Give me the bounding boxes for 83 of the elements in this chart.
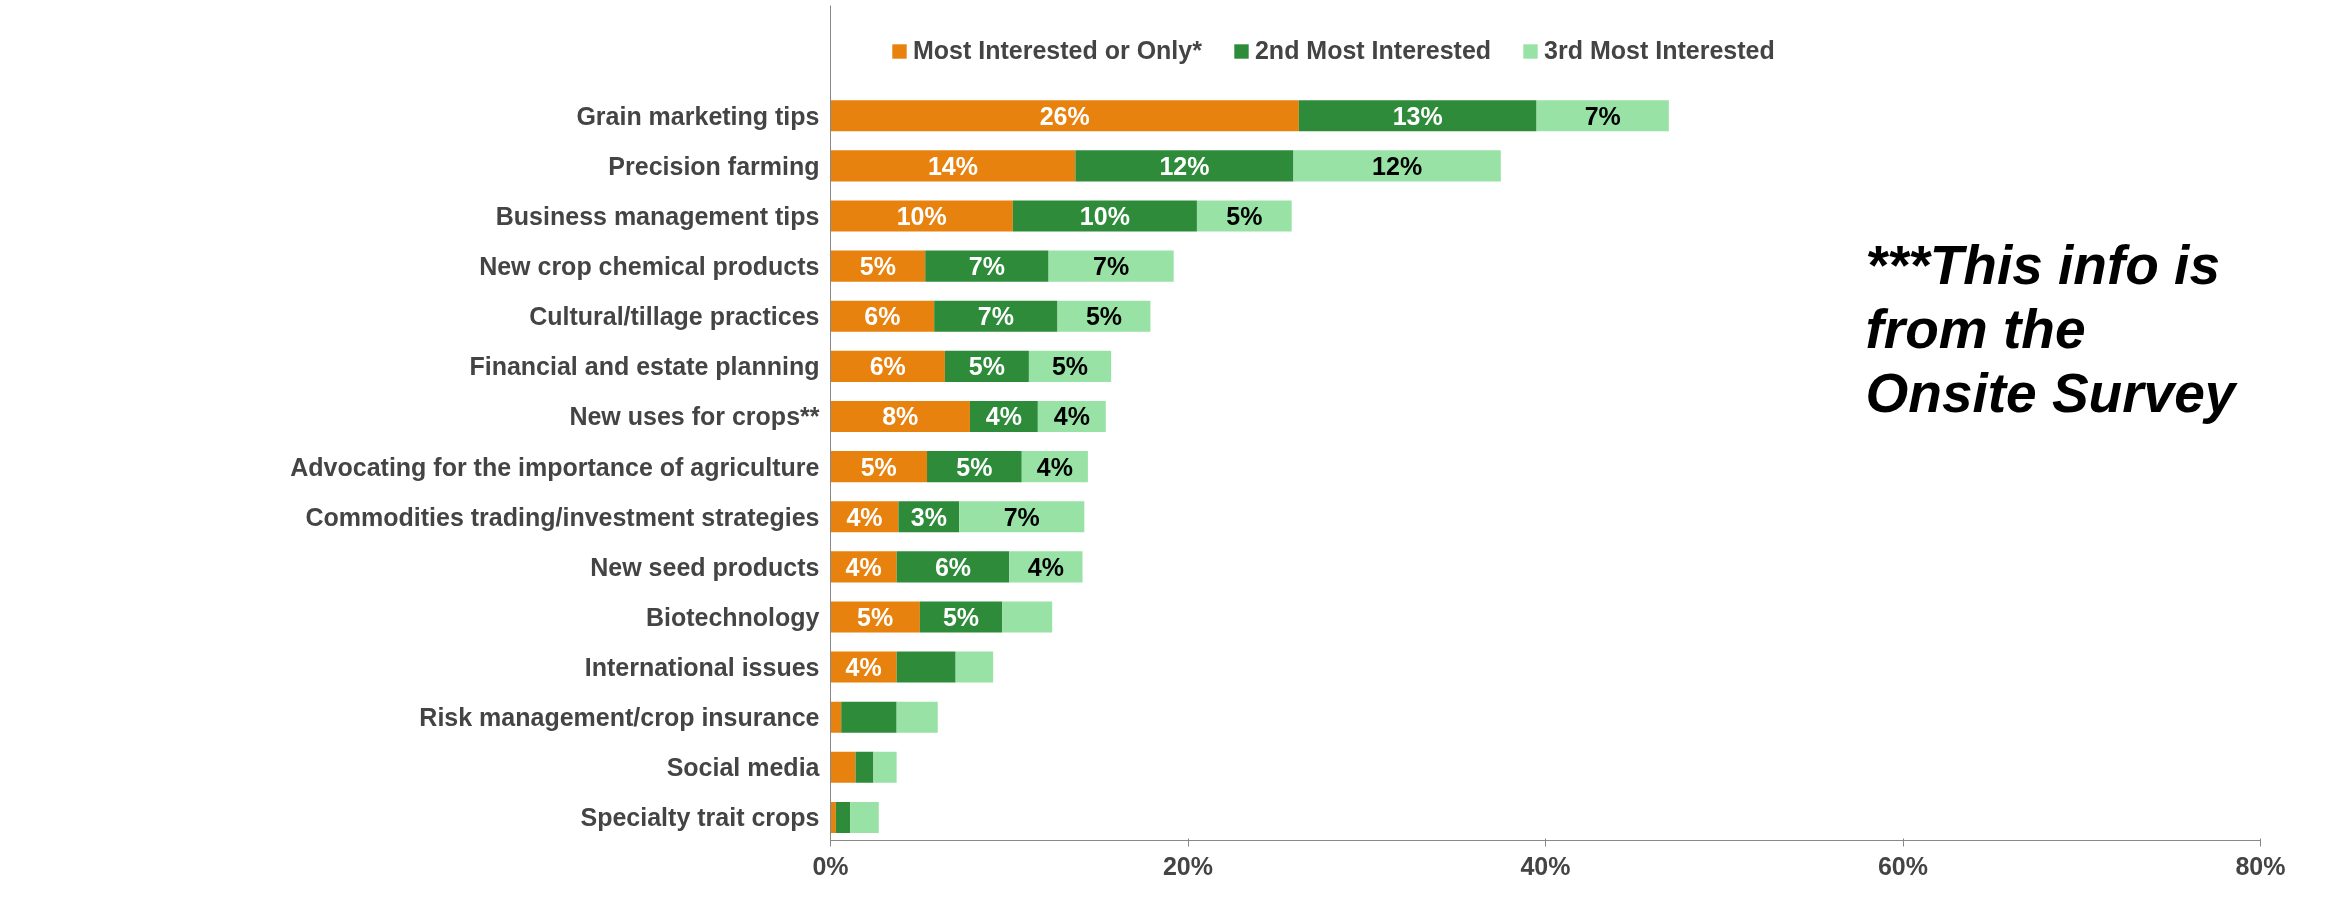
- bar: [873, 751, 897, 783]
- data-label: 4%: [1027, 552, 1064, 581]
- data-label: 4%: [1053, 402, 1090, 431]
- data-label: 7%: [1093, 252, 1130, 281]
- y-tick-label: Advocating for the importance of agriculture: [290, 452, 820, 481]
- bar: [1075, 150, 1294, 182]
- y-tick-label: New crop chemical products: [479, 252, 820, 281]
- data-label: 14%: [927, 151, 978, 180]
- data-label: 8%: [882, 402, 919, 431]
- bar: [1536, 100, 1669, 132]
- data-label: 6%: [934, 552, 972, 581]
- y-tick-label: Grain marketing tips: [576, 101, 820, 130]
- data-label: 6%: [864, 302, 901, 331]
- data-label: 5%: [1226, 202, 1263, 230]
- y-tick-label: Precision farming: [608, 151, 820, 180]
- bar: [955, 651, 994, 683]
- bar: [1002, 601, 1053, 633]
- y-tick-label: Biotechnology: [645, 602, 820, 631]
- data-label: 4%: [846, 502, 883, 531]
- data-label: 10%: [896, 202, 947, 230]
- y-tick-label: Commodities trading/investment strategies: [305, 502, 820, 531]
- bar: [850, 801, 879, 833]
- data-label: 5%: [968, 352, 1005, 381]
- bar: [830, 801, 836, 833]
- bar: [925, 250, 1049, 282]
- y-tick-label: Risk management/crop insurance: [419, 703, 820, 732]
- bar: [1048, 250, 1174, 282]
- x-tick-label: 60%: [1877, 851, 1929, 880]
- data-label: 3%: [910, 502, 947, 531]
- y-tick-label: International issues: [584, 653, 820, 682]
- legend-label: 2nd Most Interested: [1254, 36, 1492, 65]
- data-label: 5%: [1085, 302, 1123, 331]
- data-label: 4%: [1036, 452, 1073, 481]
- data-label: 6%: [869, 352, 906, 381]
- bar: [830, 751, 856, 783]
- bar: [855, 751, 874, 783]
- data-label: 7%: [968, 252, 1005, 281]
- y-tick-label: New uses for crops**: [569, 402, 820, 431]
- x-tick-label: 0%: [812, 851, 849, 880]
- bar: [830, 100, 1299, 132]
- data-label: 12%: [1372, 151, 1423, 180]
- bar: [830, 150, 1076, 182]
- legend-label: Most Interested or Only*: [913, 36, 1202, 65]
- x-tick-label: 40%: [1520, 851, 1571, 880]
- data-label: 5%: [860, 452, 897, 481]
- bar: [830, 200, 1013, 232]
- bar: [835, 801, 851, 833]
- data-label: 5%: [942, 602, 980, 631]
- data-label: 5%: [956, 452, 993, 481]
- y-tick-label: Cultural/tillage practices: [529, 302, 820, 331]
- data-label: 5%: [1051, 352, 1089, 381]
- data-label: 26%: [1039, 101, 1090, 130]
- bar: [896, 701, 938, 733]
- bar: [830, 400, 970, 433]
- data-label: 10%: [1079, 202, 1130, 230]
- bar: [830, 701, 842, 733]
- data-label: 4%: [845, 653, 882, 682]
- y-tick-label: Social media: [666, 753, 821, 782]
- annotation: ***This info is from the Onsite Survey: [1865, 233, 2238, 424]
- y-tick-label: Business management tips: [495, 202, 820, 230]
- bar: [1012, 200, 1197, 232]
- bar: [841, 701, 897, 733]
- data-label: 7%: [1584, 101, 1621, 130]
- data-label: 7%: [1003, 502, 1040, 531]
- data-label: 4%: [985, 402, 1022, 431]
- data-label: 4%: [845, 552, 882, 581]
- y-tick-label: Specialty trait crops: [580, 803, 820, 832]
- data-label: 12%: [1159, 151, 1210, 180]
- x-tick-label: 80%: [2235, 851, 2286, 880]
- data-label: 13%: [1392, 101, 1443, 130]
- data-label: 7%: [977, 302, 1014, 331]
- legend-label: 3rd Most Interested: [1544, 36, 1775, 65]
- bar: [1293, 150, 1501, 182]
- y-tick-label: New seed products: [590, 552, 820, 581]
- bar: [959, 501, 1085, 533]
- bar: [1196, 200, 1292, 232]
- data-label: 5%: [859, 252, 896, 281]
- x-tick-label: 20%: [1162, 851, 1214, 880]
- bar: [896, 651, 956, 683]
- bar: [934, 300, 1058, 332]
- y-tick-label: Financial and estate planning: [469, 352, 820, 381]
- bar: [1298, 100, 1537, 132]
- data-label: 5%: [857, 602, 894, 631]
